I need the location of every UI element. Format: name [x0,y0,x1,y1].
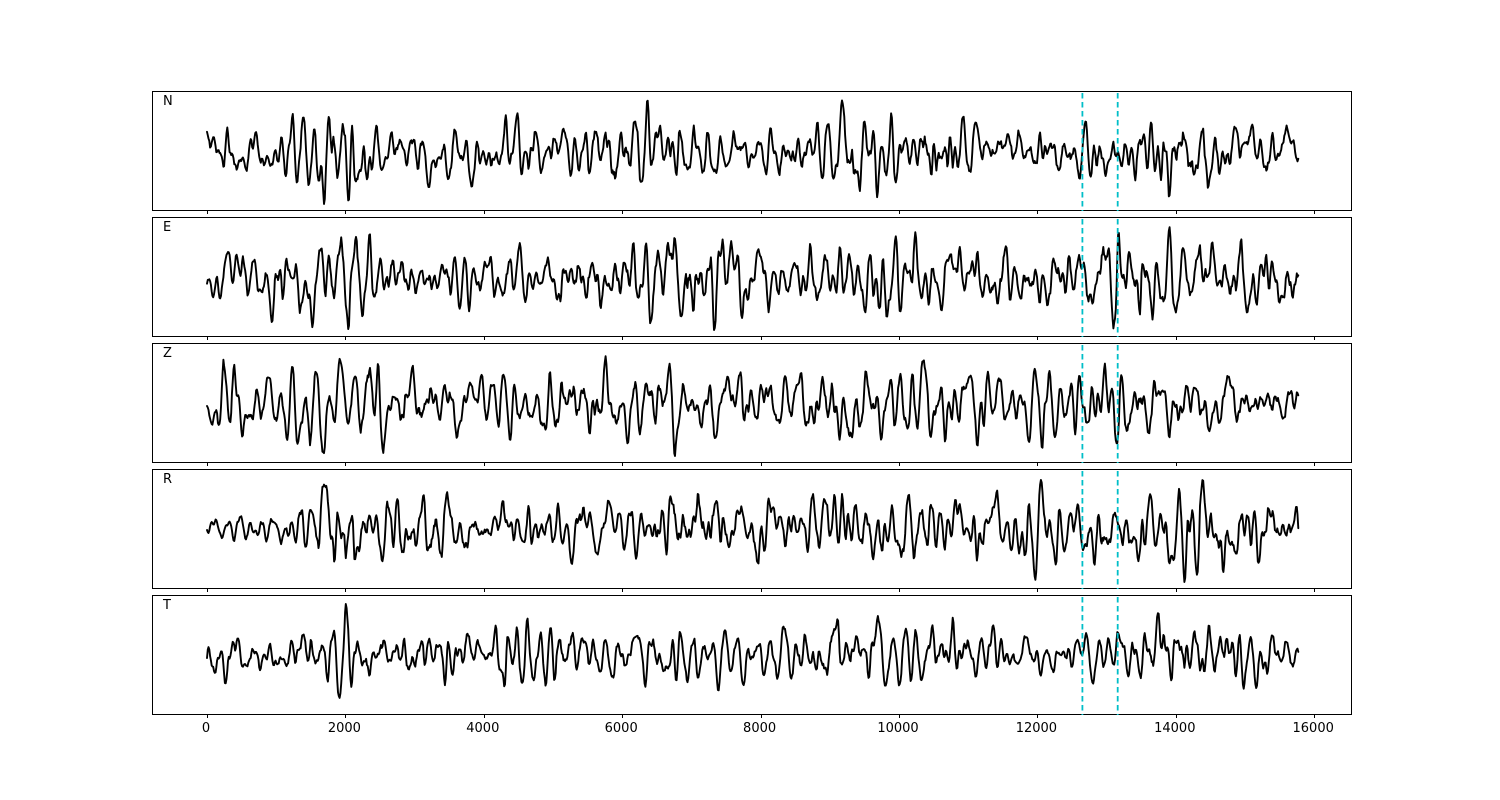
x-tick-mark [622,210,624,214]
x-tick-label: 14000 [1154,721,1196,736]
waveform-panel-e: E [152,217,1352,340]
x-tick-mark [899,588,900,592]
x-tick-mark [1037,462,1039,466]
x-tick-mark [207,462,208,466]
waveform-trace-r [206,478,1300,583]
x-tick-mark [1314,588,1316,592]
x-tick-mark [345,714,347,718]
x-tick-mark [345,336,347,340]
x-tick-label: 16000 [1292,721,1334,736]
panel-label-z: Z [163,346,172,361]
waveform-trace-e [206,226,1300,331]
x-tick-mark [483,210,485,214]
waveform-panel-t: T [152,595,1352,718]
panel-label-e: E [163,220,172,235]
x-tick-mark [207,210,208,214]
x-tick-mark [1175,210,1177,214]
x-tick-mark [483,336,485,340]
waveform-panel-z: Z [152,343,1352,466]
x-tick-mark [1314,210,1316,214]
x-tick-mark [760,714,762,718]
x-tick-mark [760,210,762,214]
waveform-plot-e [206,219,1300,337]
panel-label-t: T [163,598,171,613]
x-tick-mark [760,462,762,466]
x-tick-mark [899,714,900,718]
x-tick-mark [622,462,624,466]
x-tick-mark [1175,336,1177,340]
x-tick-mark [760,588,762,592]
x-tick-mark [1314,714,1316,718]
x-tick-label: 6000 [604,721,638,736]
x-tick-mark [483,588,485,592]
x-tick-mark [622,336,624,340]
waveform-trace-t [206,603,1300,699]
x-tick-mark [345,210,347,214]
x-tick-mark [622,588,624,592]
x-tick-mark [899,210,900,214]
waveform-trace-z [206,355,1300,457]
x-tick-mark [1037,336,1039,340]
x-tick-mark [207,336,208,340]
panel-label-n: N [163,94,173,109]
x-tick-mark [1175,462,1177,466]
x-axis-tick-labels: 0 2000 4000 6000 8000 10000 12000 14000 16000 [152,721,1352,739]
x-tick-mark [207,714,208,718]
x-tick-label: 10000 [877,721,919,736]
x-tick-mark [622,714,624,718]
x-tick-mark [345,588,347,592]
x-tick-mark [345,462,347,466]
panel-label-r: R [163,472,173,487]
x-tick-label: 12000 [1015,721,1058,736]
x-tick-mark [1175,588,1177,592]
x-tick-mark [760,336,762,340]
waveform-plot-r [206,471,1300,589]
waveform-plot-t [206,597,1300,715]
x-tick-label: 0 [201,721,211,736]
x-tick-mark [1037,210,1039,214]
x-tick-mark [483,462,485,466]
x-tick-mark [207,588,208,592]
x-tick-mark [1037,714,1039,718]
x-tick-mark [1314,462,1316,466]
x-tick-mark [483,714,485,718]
x-tick-mark [899,462,900,466]
waveform-plot-n [206,93,1300,211]
waveform-plot-z [206,345,1300,463]
x-tick-mark [1037,588,1039,592]
x-tick-mark [1175,714,1177,718]
waveform-trace-n [206,99,1300,205]
x-tick-label: 8000 [743,721,777,736]
x-tick-label: 4000 [466,721,500,736]
waveform-panel-r: R [152,469,1352,592]
x-tick-mark [899,336,900,340]
x-tick-label: 2000 [327,721,361,736]
x-tick-mark [1314,336,1316,340]
waveform-panel-n: N [152,91,1352,214]
